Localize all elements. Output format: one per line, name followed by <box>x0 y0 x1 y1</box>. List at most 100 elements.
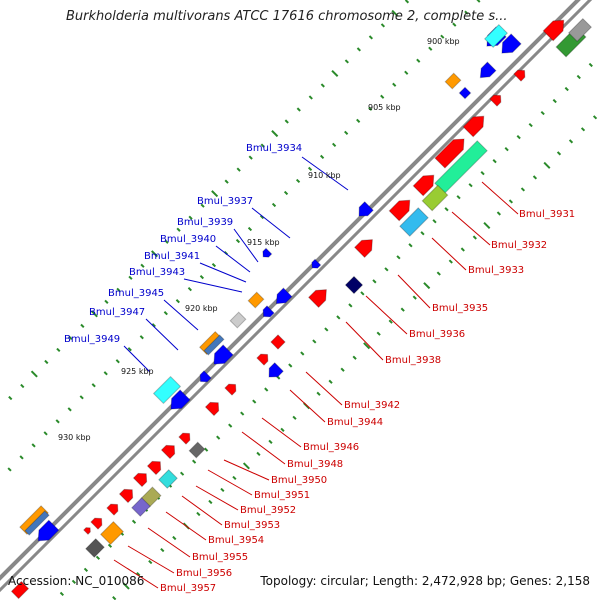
tick-mark <box>432 219 437 224</box>
tick-mark <box>340 367 345 372</box>
tick-mark <box>44 359 49 365</box>
tick-mark <box>492 159 497 164</box>
gene-label[interactable]: Bmul_3931 <box>519 209 575 220</box>
gene-label[interactable]: Bmul_3953 <box>224 520 280 531</box>
tick-mark <box>211 262 217 268</box>
tick-mark <box>468 183 473 188</box>
tick-mark <box>211 190 219 198</box>
connector-line <box>261 417 302 448</box>
tick-mark <box>160 547 165 553</box>
reverse-gene-arrow-body <box>170 389 191 410</box>
reverse-gene-arrow <box>262 305 275 318</box>
gene-label[interactable]: Bmul_3943 <box>129 267 185 278</box>
tick-mark <box>564 86 569 92</box>
gene-label[interactable]: Bmul_3938 <box>385 355 441 366</box>
tick-mark <box>295 178 301 184</box>
scale-label: 905 kbp <box>368 103 401 112</box>
tick-mark <box>392 82 397 87</box>
reverse-gene-arrow-body <box>311 258 322 269</box>
reverse-gene-arrow-body <box>37 519 60 542</box>
tick-mark <box>248 155 253 160</box>
reverse-gene-arrow <box>275 287 293 305</box>
tick-mark <box>95 555 101 560</box>
gene-label[interactable]: Bmul_3952 <box>240 505 296 516</box>
tick-mark <box>140 263 145 268</box>
gene-label[interactable]: Bmul_3941 <box>144 251 200 262</box>
reverse-gene-arrow <box>358 201 374 217</box>
tick-mark <box>588 62 593 68</box>
forward-gene-arrow <box>542 19 565 42</box>
tick-mark <box>71 579 77 584</box>
tick-mark <box>428 46 433 51</box>
tick-mark <box>256 451 261 456</box>
tick-mark <box>516 134 521 140</box>
gene-label[interactable]: Bmul_3946 <box>303 442 359 453</box>
gene-label[interactable]: Bmul_3936 <box>409 329 465 340</box>
tick-mark <box>228 423 233 428</box>
gene-label[interactable]: Bmul_3945 <box>108 288 164 299</box>
tick-mark <box>444 207 449 212</box>
gene-label[interactable]: Bmul_3951 <box>254 490 310 501</box>
gene-label[interactable]: Bmul_3954 <box>208 535 264 546</box>
tick-mark <box>271 202 277 208</box>
tick-mark <box>448 259 453 264</box>
reverse-gene-arrow <box>170 389 191 410</box>
tick-mark <box>31 443 36 448</box>
gene-label[interactable]: Bmul_3932 <box>491 240 547 251</box>
tick-mark <box>247 226 253 232</box>
tick-mark <box>331 69 339 77</box>
tick-mark <box>436 271 441 276</box>
scale-labels: 900 kbp 905 kbp 910 kbp 915 kbp 920 kbp … <box>58 37 460 442</box>
tick-mark <box>56 347 61 353</box>
gene-label[interactable]: Bmul_3944 <box>327 417 383 428</box>
tick-mark <box>344 130 349 135</box>
gene-label[interactable]: Bmul_3933 <box>468 265 524 276</box>
forward-gene-arrow-body <box>412 174 435 197</box>
gene-label[interactable]: Bmul_3935 <box>432 303 488 314</box>
forward-gene-arrow-body <box>307 289 327 309</box>
tick-mark <box>284 119 289 124</box>
forward-gene-arrow <box>132 472 148 488</box>
gene-label[interactable]: Bmul_3948 <box>287 459 343 470</box>
tick-mark <box>384 267 389 272</box>
tick-mark <box>328 379 333 384</box>
forward-gene-arrow <box>106 503 119 516</box>
forward-gene-arrow <box>204 401 220 417</box>
connector-line <box>147 527 191 558</box>
connector-line <box>123 345 151 373</box>
right-gene-labels: Bmul_3931 Bmul_3932 Bmul_3933 Bmul_3935 … <box>160 209 575 594</box>
gene-label[interactable]: Bmul_3956 <box>176 568 232 579</box>
tick-mark <box>59 591 64 596</box>
gene-box-navy-body <box>344 275 364 295</box>
gene-label[interactable]: Bmul_3937 <box>197 196 253 207</box>
forward-gene-arrow-body <box>256 353 269 366</box>
tick-mark <box>324 327 329 332</box>
gene-label[interactable]: Bmul_3955 <box>192 552 248 563</box>
gene-label[interactable]: Bmul_3939 <box>177 217 233 228</box>
gene-box-darkgray <box>188 441 206 459</box>
gene-label[interactable]: Bmul_3950 <box>271 475 327 486</box>
connector-line <box>251 207 291 239</box>
map-title: Burkholderia multivorans ATCC 17616 chro… <box>66 9 508 24</box>
gene-box-blue-small-body <box>458 86 472 100</box>
tick-mark <box>528 122 533 128</box>
gene-label[interactable]: Bmul_3949 <box>64 334 120 345</box>
reverse-gene-arrow-body <box>358 201 374 217</box>
gene-box-lime <box>421 184 449 212</box>
tick-mark <box>151 250 159 258</box>
gene-box-orange-top-body <box>444 72 462 90</box>
gene-label[interactable]: Bmul_3940 <box>160 234 216 245</box>
gene-label[interactable]: Bmul_3947 <box>89 307 145 318</box>
gene-label[interactable]: Bmul_3942 <box>344 400 400 411</box>
tick-mark <box>80 323 85 329</box>
tick-mark <box>472 235 477 240</box>
tick-mark <box>319 154 325 160</box>
reverse-gene-arrow <box>37 519 60 542</box>
gene-label[interactable]: Bmul_3934 <box>246 143 302 154</box>
tick-mark <box>259 214 265 220</box>
gene-label[interactable]: Bmul_3957 <box>160 583 216 594</box>
tick-mark <box>127 347 132 352</box>
tick-mark <box>363 342 371 350</box>
tick-mark <box>128 275 133 280</box>
tick-mark <box>312 339 317 344</box>
